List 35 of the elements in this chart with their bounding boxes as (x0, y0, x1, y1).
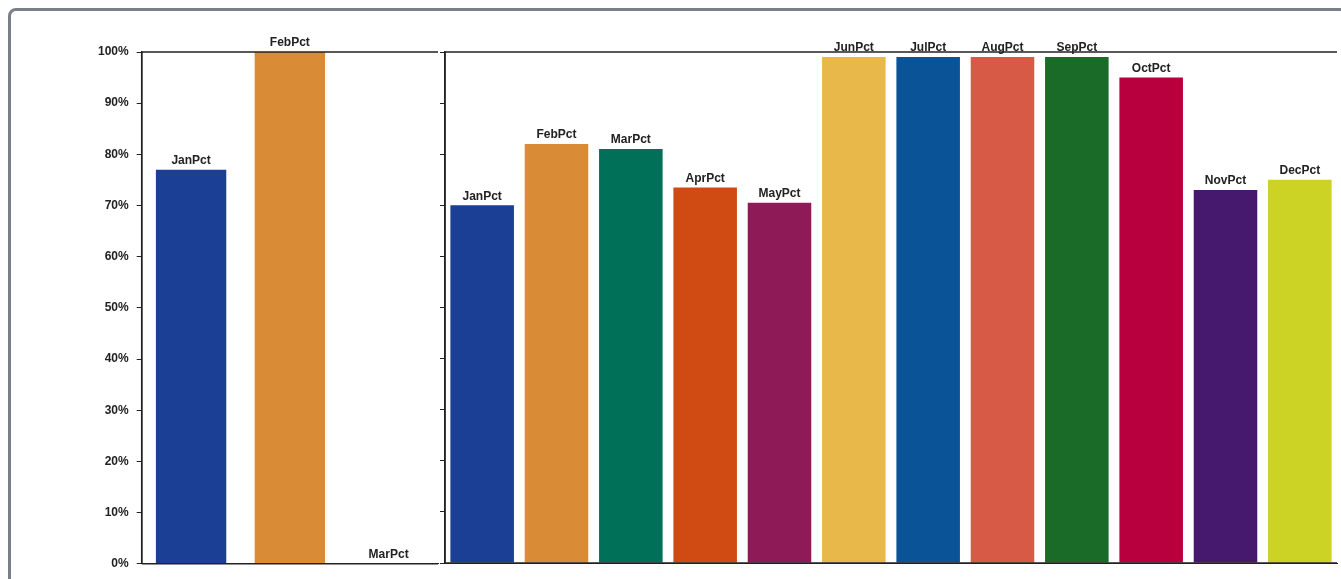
bar (970, 57, 1035, 563)
y-tick-label: 80% (104, 146, 130, 161)
bar (1268, 179, 1332, 563)
bar (673, 187, 737, 563)
category-label: MayPct (758, 186, 801, 201)
y-tick-label: 50% (104, 300, 130, 315)
y-tick-label: 90% (104, 95, 130, 110)
bar (822, 57, 886, 563)
bar (599, 149, 663, 563)
category-label: DecPct (1279, 163, 1321, 178)
category-label: SepPct (1056, 40, 1098, 55)
y-tick-label: 40% (104, 351, 130, 366)
y-tick-label: 100% (97, 44, 130, 59)
bar (524, 143, 589, 563)
category-label: MarPct (610, 132, 651, 147)
y-tick-label: 60% (104, 249, 130, 264)
category-label: JulPct (910, 40, 947, 55)
y-tick-label: 30% (104, 402, 130, 417)
bar (1193, 189, 1258, 563)
category-label: JunPct (833, 40, 874, 55)
y-tick-label: 0% (111, 556, 130, 571)
bar (450, 205, 514, 563)
y-tick-label: 10% (104, 504, 130, 519)
category-label: JanPct (462, 188, 502, 203)
bar (1119, 77, 1183, 563)
bar (896, 57, 960, 563)
category-label: OctPct (1131, 60, 1171, 75)
bar (747, 202, 812, 563)
category-label: FebPct (536, 127, 577, 142)
y-tick-label: 70% (104, 197, 130, 212)
category-label: NovPct (1204, 173, 1247, 188)
y-tick-label: 20% (104, 453, 130, 468)
category-label: AugPct (981, 40, 1024, 55)
bar (1045, 57, 1109, 563)
category-label: AprPct (685, 170, 725, 185)
